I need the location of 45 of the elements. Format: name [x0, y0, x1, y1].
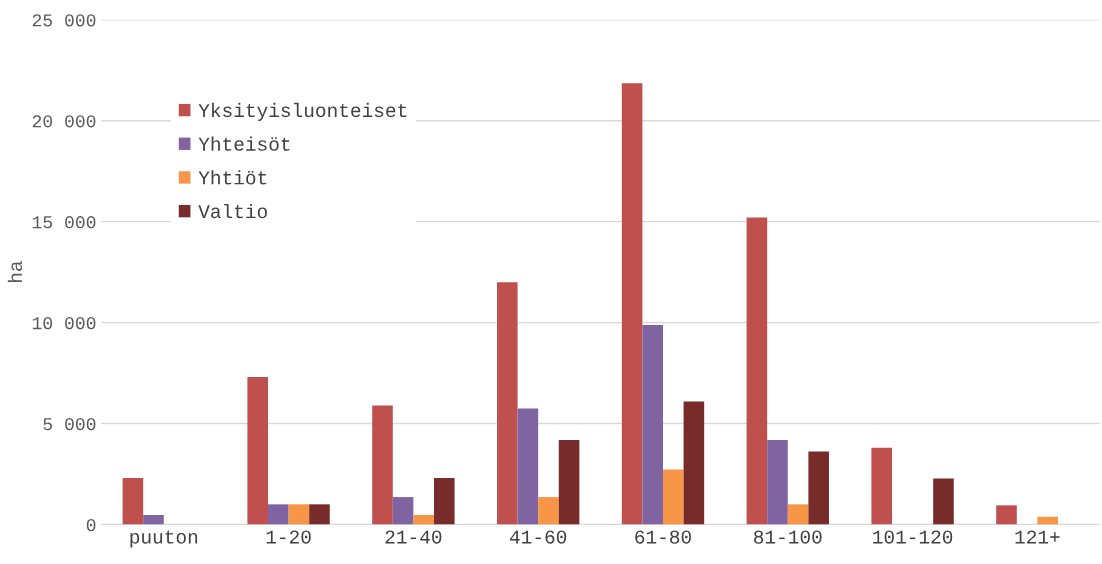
bar — [267, 504, 289, 525]
bar — [871, 447, 892, 525]
bar — [433, 478, 455, 525]
x-tick-label: 21-40 — [385, 530, 442, 544]
bar — [497, 282, 518, 525]
y-tick-label: 20 000 — [32, 115, 96, 128]
x-tick-label: 41-60 — [509, 530, 567, 544]
bar — [143, 515, 164, 525]
y-tick-label: 5 000 — [43, 418, 96, 431]
legend-label: Valtio — [198, 203, 267, 219]
legend-label: Yksityisluonteiset — [198, 102, 407, 121]
bar — [808, 451, 829, 525]
y-tick-label: 25 000 — [32, 14, 96, 27]
y-tick-label: 0 — [86, 518, 96, 532]
x-tick-label: puuton — [130, 530, 198, 548]
bar — [746, 217, 768, 525]
bar — [122, 478, 144, 525]
x-tick-label: 1-20 — [266, 530, 311, 544]
bar — [309, 504, 330, 525]
bar — [683, 401, 705, 525]
bar — [247, 377, 268, 525]
x-tick-label: 121+ — [1015, 530, 1060, 544]
y-tick-label: 10 000 — [32, 317, 96, 330]
y-tick-label: 15 000 — [32, 216, 96, 229]
bar — [1037, 516, 1058, 525]
bar — [517, 408, 539, 525]
y-axis-title: ha — [7, 261, 23, 283]
bar — [372, 405, 393, 525]
bar — [642, 325, 663, 525]
legend-label: Yhteisöt — [198, 136, 290, 151]
bar — [662, 469, 684, 525]
x-tick-label: 101-120 — [873, 530, 953, 544]
bar — [933, 478, 954, 525]
bar — [558, 440, 580, 525]
x-tick-label: 81-100 — [754, 530, 822, 544]
x-tick-label: 61-80 — [635, 530, 691, 544]
bar — [767, 440, 788, 525]
bar — [413, 515, 434, 525]
bar — [288, 504, 310, 525]
bar — [538, 497, 559, 525]
bar — [787, 504, 809, 525]
legend-label: Yhtiöt — [198, 170, 267, 185]
bar — [996, 505, 1017, 525]
bar — [621, 83, 643, 525]
bar — [392, 497, 414, 525]
